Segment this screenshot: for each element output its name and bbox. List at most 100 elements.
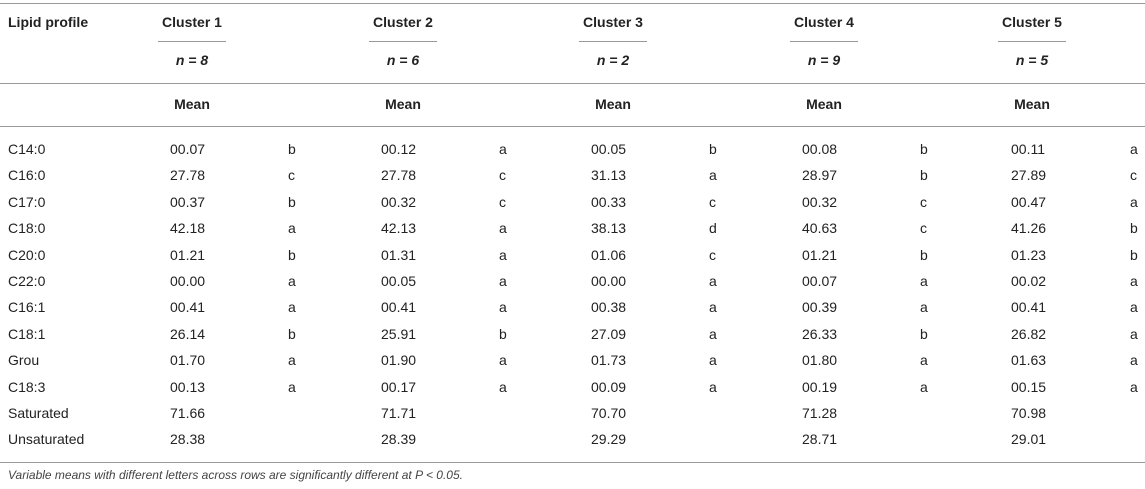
- mean-value: 28.38: [170, 431, 206, 448]
- mean-value: 26.33: [802, 325, 838, 342]
- significance-letter: a: [709, 167, 717, 184]
- significance-letter: a: [499, 220, 507, 237]
- mean-value: 27.78: [381, 167, 417, 184]
- significance-letter: a: [709, 273, 717, 289]
- mean-value: 00.12: [381, 141, 417, 157]
- mean-value: 41.26: [1011, 220, 1047, 237]
- significance-letter: a: [1130, 193, 1138, 210]
- mean-value: 01.31: [381, 246, 417, 263]
- mean-value: 00.32: [802, 193, 838, 210]
- significance-letter: b: [920, 167, 928, 184]
- mean-value: 00.02: [1011, 273, 1047, 289]
- mean-value: 00.08: [802, 141, 838, 157]
- significance-letter: b: [288, 246, 296, 263]
- mean-value: 00.17: [381, 378, 417, 395]
- cluster-underline: [998, 41, 1066, 42]
- cluster-underline: [158, 41, 226, 42]
- significance-letter: b: [288, 325, 296, 342]
- mean-value: 38.13: [591, 220, 627, 237]
- mean-value: 27.09: [591, 325, 627, 342]
- significance-letter: a: [499, 299, 507, 316]
- footnote: Variable means with different letters ac…: [8, 468, 463, 482]
- mean-value: 00.33: [591, 193, 627, 210]
- significance-letter: a: [1130, 352, 1138, 369]
- cluster-name: Cluster 2: [373, 14, 433, 30]
- mean-header: Mean: [806, 96, 842, 112]
- significance-letter: a: [288, 273, 296, 289]
- mean-value: 29.01: [1011, 431, 1047, 448]
- mean-header: Mean: [174, 96, 210, 112]
- mean-value: 00.38: [591, 299, 627, 316]
- significance-letter: a: [1130, 378, 1138, 395]
- significance-letter: b: [920, 141, 928, 157]
- significance-letter: b: [1130, 220, 1138, 237]
- significance-letter: c: [709, 246, 716, 263]
- significance-letter: a: [709, 299, 717, 316]
- mean-value: 42.18: [170, 220, 206, 237]
- mean-value: 27.78: [170, 167, 206, 184]
- mean-header: Mean: [1014, 96, 1050, 112]
- mean-header: Mean: [385, 96, 421, 112]
- significance-letter: a: [709, 325, 717, 342]
- cluster-underline: [579, 41, 647, 42]
- significance-letter: c: [709, 193, 716, 210]
- row-label: C18:1: [8, 325, 46, 342]
- mean-value: 28.39: [381, 431, 417, 448]
- mean-value: 01.90: [381, 352, 417, 369]
- row-label: Saturated: [8, 405, 69, 421]
- significance-letter: a: [288, 352, 296, 369]
- row-label: Grou: [8, 352, 40, 369]
- mean-value: 00.41: [170, 299, 206, 316]
- row-label: C17:0: [8, 193, 46, 210]
- mean-value: 25.91: [381, 325, 417, 342]
- significance-letter: c: [920, 193, 927, 210]
- cluster-n: n = 8: [175, 52, 209, 68]
- rule: [0, 83, 1145, 84]
- significance-letter: c: [499, 167, 506, 184]
- significance-letter: a: [288, 220, 296, 237]
- mean-value: 00.15: [1011, 378, 1047, 395]
- significance-letter: d: [709, 220, 717, 237]
- mean-value: 40.63: [802, 220, 838, 237]
- row-label: C16:0: [8, 167, 46, 184]
- mean-value: 00.13: [170, 378, 206, 395]
- mean-value: 00.00: [170, 273, 206, 289]
- mean-value: 00.37: [170, 193, 206, 210]
- mean-value: 28.97: [802, 167, 838, 184]
- mean-value: 00.47: [1011, 193, 1047, 210]
- mean-value: 00.07: [170, 141, 206, 157]
- cluster-n: n = 5: [1015, 52, 1049, 68]
- mean-value: 00.07: [802, 273, 838, 289]
- mean-value: 70.98: [1011, 405, 1047, 421]
- mean-value: 00.09: [591, 378, 627, 395]
- mean-value: 31.13: [591, 167, 627, 184]
- mean-value: 26.14: [170, 325, 206, 342]
- mean-value: 01.70: [170, 352, 206, 369]
- mean-value: 01.21: [802, 246, 838, 263]
- cluster-n: n = 9: [807, 52, 841, 68]
- mean-value: 71.66: [170, 405, 206, 421]
- cluster-name: Cluster 3: [583, 14, 643, 30]
- mean-value: 28.71: [802, 431, 838, 448]
- significance-letter: b: [499, 325, 507, 342]
- mean-value: 00.05: [381, 273, 417, 289]
- row-label: C18:3: [8, 378, 46, 395]
- significance-letter: a: [499, 246, 507, 263]
- mean-value: 01.63: [1011, 352, 1047, 369]
- significance-letter: a: [288, 378, 296, 395]
- mean-value: 70.70: [591, 405, 627, 421]
- significance-letter: a: [499, 273, 507, 289]
- significance-letter: a: [499, 352, 507, 369]
- significance-letter: a: [920, 273, 928, 289]
- row-label: Unsaturated: [8, 431, 85, 448]
- row-label: C16:1: [8, 299, 46, 316]
- rule: [0, 462, 1145, 463]
- mean-value: 01.21: [170, 246, 206, 263]
- mean-value: 01.80: [802, 352, 838, 369]
- mean-value: 71.71: [381, 405, 417, 421]
- mean-value: 00.39: [802, 299, 838, 316]
- significance-letter: a: [709, 352, 717, 369]
- mean-value: 29.29: [591, 431, 627, 448]
- significance-letter: a: [499, 378, 507, 395]
